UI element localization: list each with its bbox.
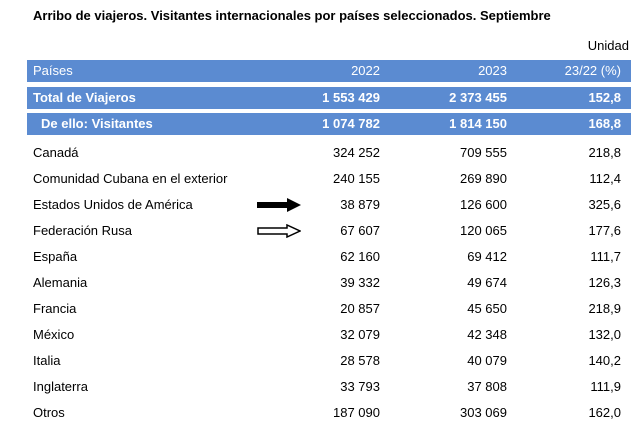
header-ratio: 23/22 (%) bbox=[564, 63, 621, 78]
value-2023: 49 674 bbox=[467, 275, 507, 290]
value-ratio: 218,8 bbox=[588, 145, 621, 160]
value-ratio: 177,6 bbox=[588, 223, 621, 238]
table-row: Estados Unidos de América 38 879 126 600… bbox=[27, 195, 631, 217]
country-name: Estados Unidos de América bbox=[33, 197, 193, 212]
table-row: Italia 28 578 40 079 140,2 bbox=[27, 351, 631, 373]
outline-arrow-right-icon bbox=[257, 224, 301, 238]
table-row: Inglaterra 33 793 37 808 111,9 bbox=[27, 377, 631, 399]
value-ratio: 218,9 bbox=[588, 301, 621, 316]
total-2022: 1 553 429 bbox=[322, 90, 380, 105]
country-name: España bbox=[33, 249, 78, 264]
table-row: Francia 20 857 45 650 218,9 bbox=[27, 299, 631, 321]
value-2023: 45 650 bbox=[467, 301, 507, 316]
value-2022: 324 252 bbox=[333, 145, 380, 160]
country-name: Inglaterra bbox=[33, 379, 88, 394]
value-2022: 32 079 bbox=[340, 327, 380, 342]
value-2023: 42 348 bbox=[467, 327, 507, 342]
value-2022: 33 793 bbox=[340, 379, 380, 394]
visitors-ratio: 168,8 bbox=[588, 116, 621, 131]
visitors-2022: 1 074 782 bbox=[322, 116, 380, 131]
country-name: Federación Rusa bbox=[33, 223, 132, 238]
country-name: Comunidad Cubana en el exterior bbox=[33, 171, 228, 186]
country-name: Canadá bbox=[33, 145, 79, 160]
value-2023: 269 890 bbox=[460, 171, 507, 186]
value-ratio: 111,7 bbox=[590, 249, 621, 264]
header-countries: Países bbox=[33, 63, 73, 78]
unit-label: Unidad bbox=[587, 38, 629, 53]
visitors-label: De ello: Visitantes bbox=[41, 116, 153, 131]
value-ratio: 126,3 bbox=[588, 275, 621, 290]
value-2022: 240 155 bbox=[333, 171, 380, 186]
total-ratio: 152,8 bbox=[588, 90, 621, 105]
table-row: Otros 187 090 303 069 162,0 bbox=[27, 403, 631, 425]
table-row: Comunidad Cubana en el exterior 240 155 … bbox=[27, 169, 631, 191]
value-2023: 709 555 bbox=[460, 145, 507, 160]
value-ratio: 162,0 bbox=[588, 405, 621, 420]
value-2022: 67 607 bbox=[340, 223, 380, 238]
value-ratio: 132,0 bbox=[588, 327, 621, 342]
value-2022: 62 160 bbox=[340, 249, 380, 264]
value-2022: 38 879 bbox=[340, 197, 380, 212]
country-name: Otros bbox=[33, 405, 65, 420]
value-2023: 303 069 bbox=[460, 405, 507, 420]
value-2023: 40 079 bbox=[467, 353, 507, 368]
header-2022: 2022 bbox=[351, 63, 380, 78]
total-row: Total de Viajeros 1 553 429 2 373 455 15… bbox=[27, 87, 631, 109]
value-ratio: 140,2 bbox=[588, 353, 621, 368]
value-2022: 28 578 bbox=[340, 353, 380, 368]
visitors-row: De ello: Visitantes 1 074 782 1 814 150 … bbox=[27, 113, 631, 135]
value-2022: 39 332 bbox=[340, 275, 380, 290]
table-row: Alemania 39 332 49 674 126,3 bbox=[27, 273, 631, 295]
value-2023: 69 412 bbox=[467, 249, 507, 264]
table-header: Países 2022 2023 23/22 (%) bbox=[27, 60, 631, 82]
total-label: Total de Viajeros bbox=[33, 90, 136, 105]
country-name: Francia bbox=[33, 301, 77, 316]
visitors-2023: 1 814 150 bbox=[449, 116, 507, 131]
header-2023: 2023 bbox=[478, 63, 507, 78]
country-name: Alemania bbox=[33, 275, 88, 290]
table-title: Arribo de viajeros. Visitantes internaci… bbox=[33, 8, 551, 23]
value-2022: 20 857 bbox=[340, 301, 380, 316]
table-row: España 62 160 69 412 111,7 bbox=[27, 247, 631, 269]
total-2023: 2 373 455 bbox=[449, 90, 507, 105]
value-ratio: 112,4 bbox=[589, 171, 621, 186]
value-2022: 187 090 bbox=[333, 405, 380, 420]
value-ratio: 325,6 bbox=[588, 197, 621, 212]
table-row: Canadá 324 252 709 555 218,8 bbox=[27, 143, 631, 165]
value-ratio: 111,9 bbox=[590, 379, 621, 394]
value-2023: 37 808 bbox=[467, 379, 507, 394]
table-row: Federación Rusa 67 607 120 065 177,6 bbox=[27, 221, 631, 243]
table-row: México 32 079 42 348 132,0 bbox=[27, 325, 631, 347]
filled-arrow-right-icon bbox=[257, 198, 301, 212]
country-name: México bbox=[33, 327, 75, 342]
value-2023: 120 065 bbox=[460, 223, 507, 238]
value-2023: 126 600 bbox=[460, 197, 507, 212]
country-name: Italia bbox=[33, 353, 61, 368]
